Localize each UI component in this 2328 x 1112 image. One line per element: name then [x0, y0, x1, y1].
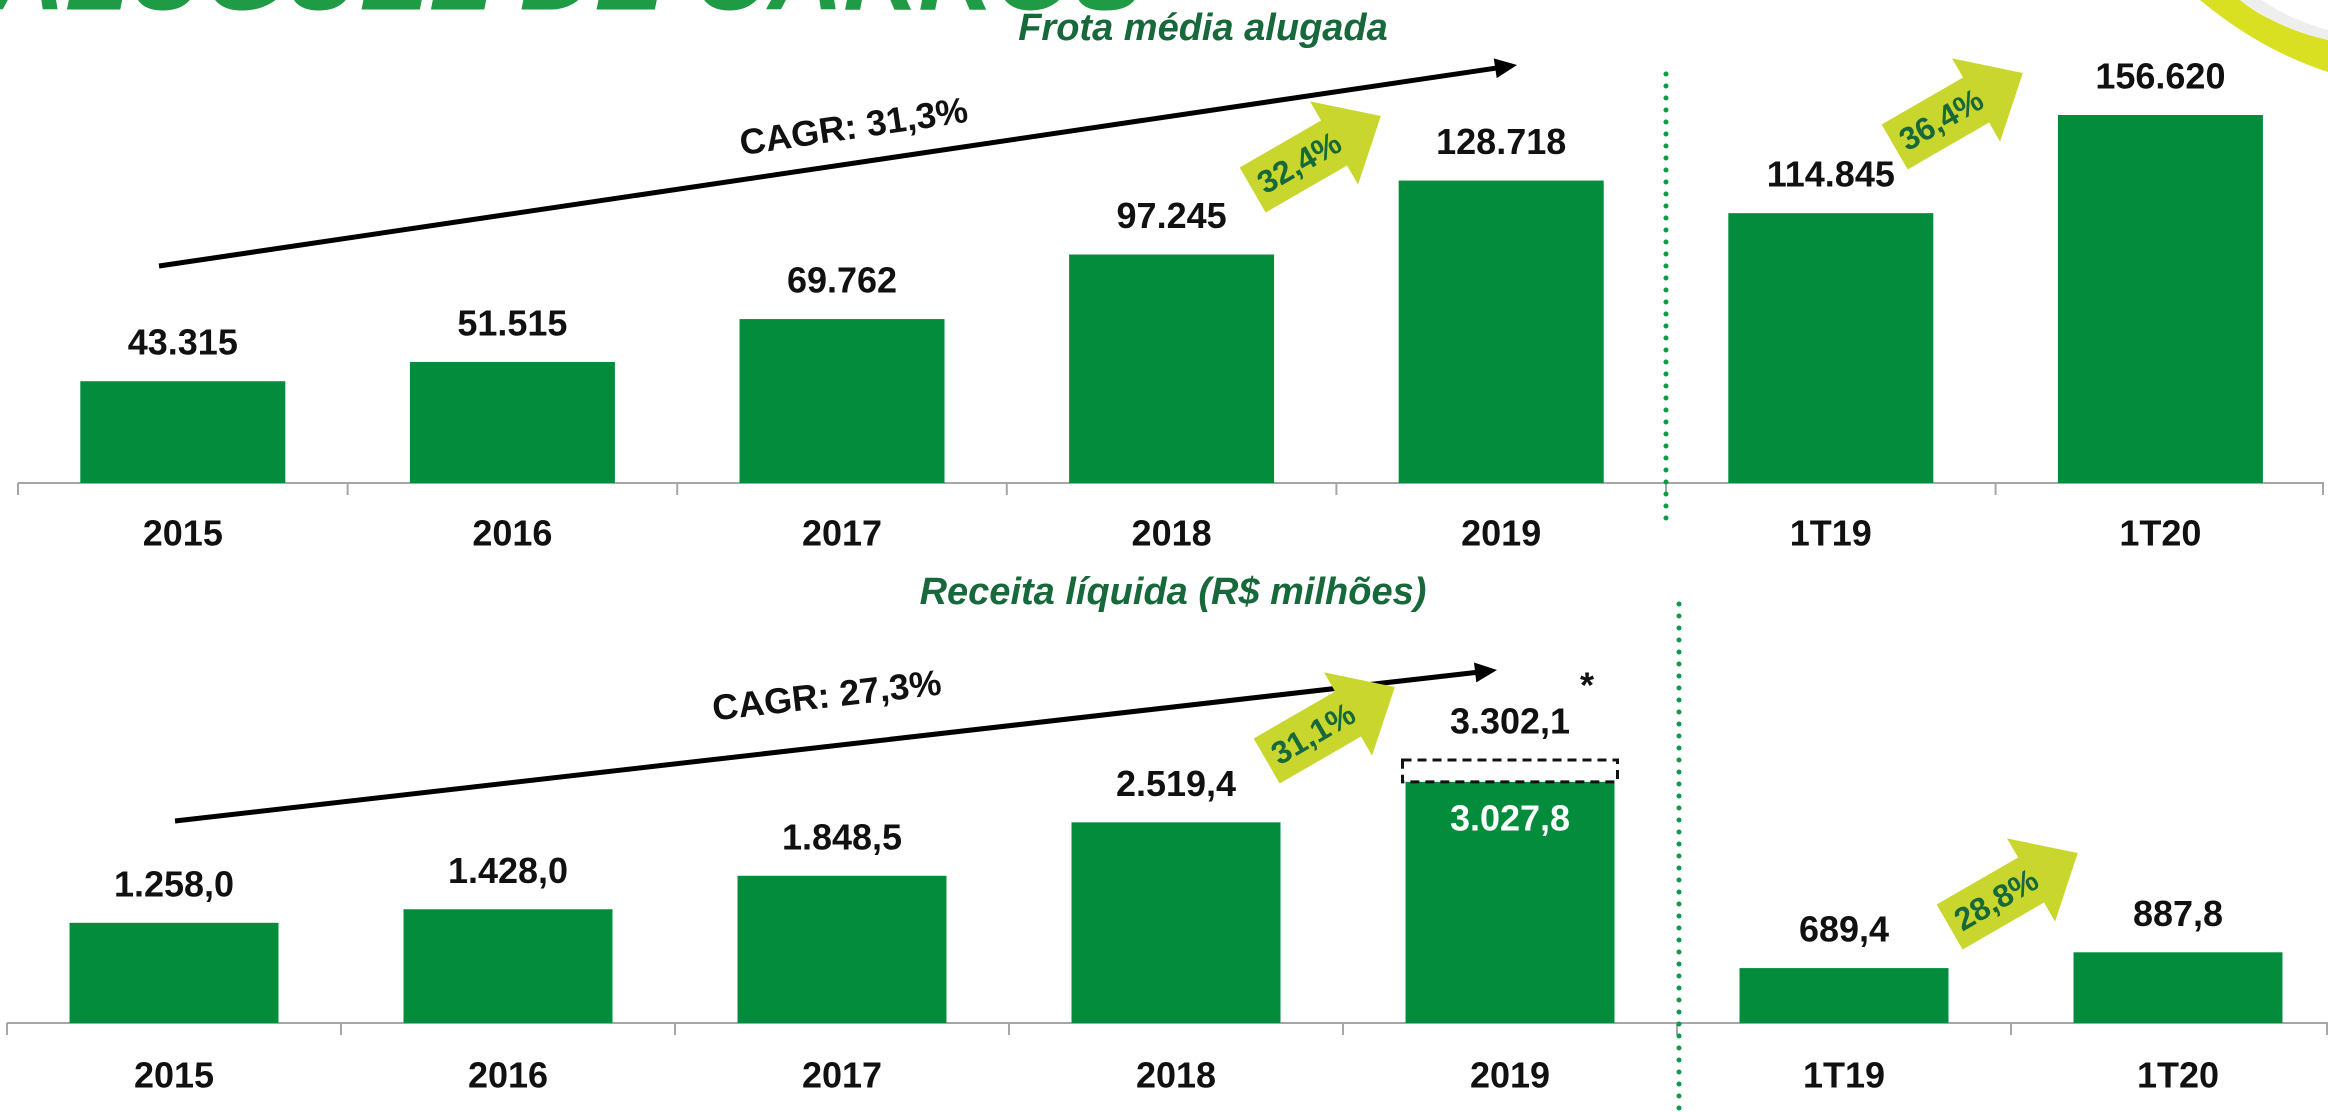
value-label: 689,4: [1799, 909, 1889, 950]
adjusted-box: [1403, 760, 1618, 782]
bar: [1728, 213, 1933, 483]
x-tick-label: 1T19: [1790, 513, 1872, 554]
cagr-arrow-head: [1474, 663, 1497, 683]
chart-title: Frota média alugada: [1018, 7, 1388, 49]
bar: [1072, 822, 1281, 1023]
value-label: 1.258,0: [114, 863, 234, 904]
bar: [1069, 255, 1274, 483]
x-tick-label: 2019: [1461, 513, 1541, 554]
slide: ALUGUEL DE CARROS Frota média alugada 43.…: [0, 0, 2328, 1112]
value-label: 3.027,8: [1450, 797, 1570, 838]
value-label: 97.245: [1117, 195, 1227, 236]
x-tick-label: 2018: [1132, 513, 1212, 554]
value-label: 114.845: [1767, 154, 1895, 195]
x-tick-label: 2016: [468, 1055, 548, 1096]
growth-badge: 36,4%: [1871, 31, 2047, 188]
x-tick-label: 2016: [472, 513, 552, 554]
bar: [404, 909, 613, 1023]
bar: [1399, 181, 1604, 483]
bar: [2074, 952, 2283, 1023]
page-title: ALUGUEL DE CARROS: [0, 0, 1144, 32]
adjusted-label: 3.302,1: [1450, 701, 1570, 742]
value-label: 69.762: [787, 260, 897, 301]
x-tick-label: 2017: [802, 1055, 882, 1096]
cagr-label: CAGR: 27,3%: [710, 662, 943, 729]
bar: [740, 319, 945, 483]
x-tick-label: 1T20: [2119, 513, 2201, 554]
bar: [80, 381, 285, 483]
x-tick-label: 1T20: [2137, 1055, 2219, 1096]
x-tick-label: 2015: [143, 513, 223, 554]
value-label: 1.848,5: [782, 816, 902, 857]
bar: [70, 923, 279, 1023]
bar: [738, 876, 947, 1023]
adjusted-note: *: [1580, 665, 1594, 706]
value-label: 1.428,0: [448, 850, 568, 891]
chart-title: Receita líquida (R$ milhões): [920, 571, 1427, 613]
value-label: 887,8: [2133, 893, 2223, 934]
growth-badge: 31,1%: [1243, 645, 1419, 802]
x-tick-label: 2018: [1136, 1055, 1216, 1096]
growth-badge: 28,8%: [1926, 811, 2102, 968]
value-label: 2.519,4: [1116, 763, 1236, 804]
bar: [2058, 115, 2263, 483]
bar: [1740, 968, 1949, 1023]
x-tick-label: 2015: [134, 1055, 214, 1096]
cagr-arrow-head: [1494, 58, 1517, 78]
x-tick-label: 2017: [802, 513, 882, 554]
value-label: 51.515: [457, 302, 567, 343]
x-tick-label: 2019: [1470, 1055, 1550, 1096]
x-tick-label: 1T19: [1803, 1055, 1885, 1096]
value-label: 43.315: [128, 322, 238, 363]
bar: [410, 362, 615, 483]
value-label: 156.620: [2095, 56, 2225, 97]
value-label: 128.718: [1436, 121, 1566, 162]
growth-badge: 32,4%: [1229, 74, 1405, 231]
